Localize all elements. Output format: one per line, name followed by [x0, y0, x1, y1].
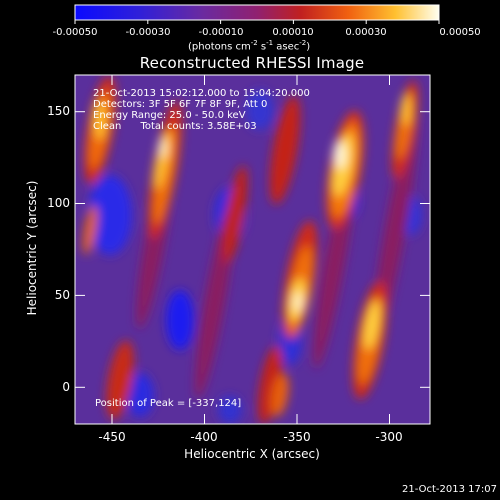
- colorbar-ticks: [74, 20, 440, 24]
- y-axis-ticks: [75, 111, 430, 388]
- render-timestamp: 21-Oct-2013 17:07: [402, 484, 497, 495]
- colorbar-tick-label: -0.00010: [198, 27, 244, 38]
- colorbar-units: (photons cm-2 s-1 asec-2): [188, 39, 311, 53]
- energy-range-label: Energy Range: 25.0 - 50.0 keV: [93, 110, 246, 121]
- x-axis-ticks: [111, 75, 390, 424]
- y-axis-label: Heliocentric Y (arcsec): [25, 180, 39, 316]
- x-tick-label: -400: [190, 430, 218, 444]
- y-tick-label: 0: [62, 380, 70, 394]
- colorbar-tick-label: -0.00050: [52, 27, 98, 38]
- x-tick-label: -350: [283, 430, 311, 444]
- colorbar-tick-label: -0.00030: [125, 27, 171, 38]
- y-tick-label: 150: [47, 104, 70, 118]
- x-axis-label: Heliocentric X (arcsec): [184, 447, 320, 461]
- y-tick-label: 100: [47, 196, 70, 210]
- peak-position-label: Position of Peak = [-337,124]: [95, 398, 242, 409]
- y-tick-label: 50: [54, 288, 70, 302]
- colorbar-tick-label: 0.00050: [439, 27, 481, 38]
- rhessi-image: [75, 75, 430, 424]
- colorbar: [74, 4, 440, 21]
- colorbar-tick-label: 0.00010: [272, 27, 314, 38]
- colorbar-tick-label: 0.00030: [345, 27, 387, 38]
- x-tick-label: -450: [98, 430, 126, 444]
- detectors-label: Detectors: 3F 5F 6F 7F 8F 9F, Att 0: [93, 99, 268, 110]
- time-range-label: 21-Oct-2013 15:02:12.000 to 15:04:20.000: [93, 88, 310, 99]
- plot-title: Reconstructed RHESSI Image: [139, 54, 365, 72]
- clean-counts-label: Clean Total counts: 3.58E+03: [93, 121, 257, 132]
- x-tick-label: -300: [375, 430, 403, 444]
- plot-frame: [74, 74, 431, 425]
